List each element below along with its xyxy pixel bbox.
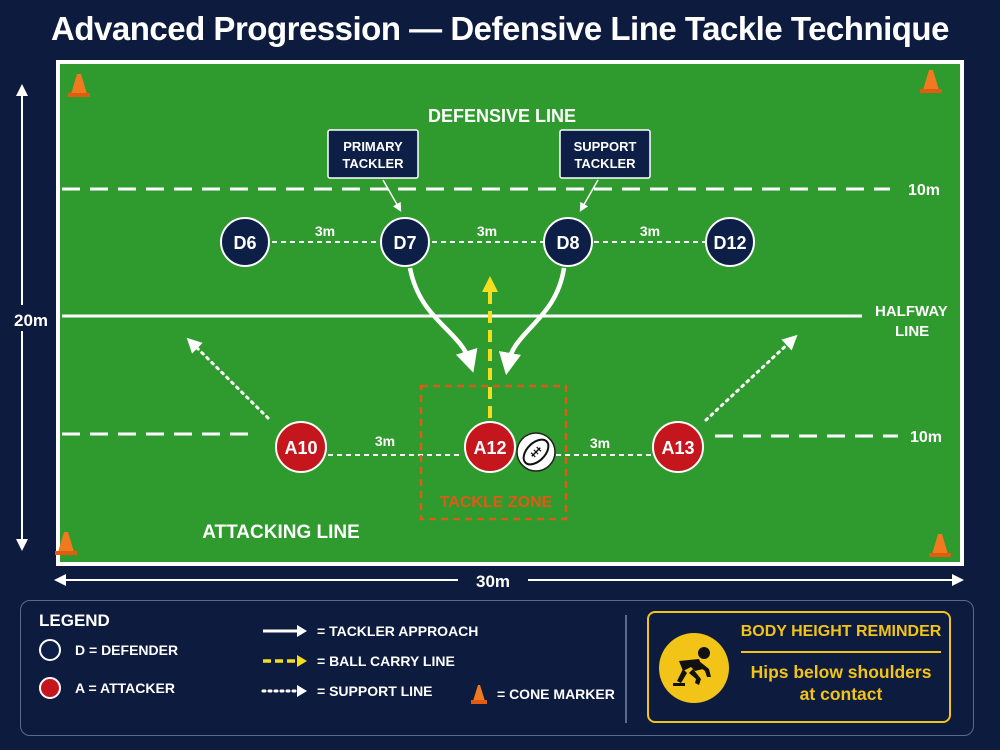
legend-attacker: A = ATTACKER	[39, 677, 175, 699]
tackler-approach-primary	[407, 267, 478, 373]
support-line-right	[704, 334, 798, 422]
spacing-label: 3m	[477, 223, 497, 239]
svg-text:TACKLER: TACKLER	[574, 156, 636, 171]
svg-text:A12: A12	[473, 438, 506, 458]
reminder-separator	[741, 651, 941, 653]
cone-marker-icon	[920, 70, 942, 93]
legend-tackler-approach: = TACKLER APPROACH	[261, 623, 478, 639]
dotted-arrow-icon	[261, 685, 307, 697]
tackle-zone-label: TACKLE ZONE	[440, 494, 553, 511]
pitch	[56, 60, 964, 566]
support-tackler-callout: SUPPORT TACKLER	[559, 129, 651, 212]
legend-defender: D = DEFENDER	[39, 639, 178, 661]
svg-text:TACKLER: TACKLER	[342, 156, 404, 171]
attacker-marker: A10	[275, 421, 327, 473]
cone-marker-icon	[68, 74, 90, 97]
halfway-label: LINE	[895, 323, 929, 340]
attacking-line-label: ATTACKING LINE	[202, 522, 360, 543]
attacker-marker: A12	[464, 421, 516, 473]
svg-text:D6: D6	[233, 233, 256, 253]
spacing-label: 3m	[375, 433, 395, 449]
legend: LEGEND D = DEFENDER A = ATTACKER = TACKL…	[20, 600, 974, 736]
legend-cone: = CONE MARKER	[469, 683, 615, 705]
reminder-title: BODY HEIGHT REMINDER	[740, 623, 942, 640]
attacker-marker: A13	[652, 421, 704, 473]
svg-text:SUPPORT: SUPPORT	[574, 139, 637, 154]
spacing-label: 3m	[590, 435, 610, 451]
attacker-dot-icon	[39, 677, 61, 699]
defender-dot-icon	[39, 639, 61, 661]
cone-marker-icon	[55, 532, 77, 555]
svg-text:D7: D7	[393, 233, 416, 253]
spacing-label: 3m	[640, 223, 660, 239]
defender-marker: D7	[380, 217, 430, 267]
cone-marker-icon	[929, 534, 951, 557]
legend-ball-carry: = BALL CARRY LINE	[261, 653, 455, 669]
svg-text:PRIMARY: PRIMARY	[343, 139, 403, 154]
defender-marker: D8	[543, 217, 593, 267]
halfway-label: HALFWAY	[875, 303, 948, 320]
defender-marker: D12	[705, 217, 755, 267]
tackle-zone	[419, 384, 568, 521]
cone-marker-icon	[471, 685, 487, 704]
top-line-distance: 10m	[908, 182, 940, 199]
rugby-ball-icon	[516, 432, 556, 472]
legend-support: = SUPPORT LINE	[261, 683, 433, 699]
crouching-player-icon	[659, 633, 729, 703]
height-label: 20m	[14, 311, 48, 330]
page-title: Advanced Progression — Defensive Line Ta…	[51, 10, 949, 47]
tackler-approach-support	[498, 267, 567, 376]
defender-marker: D6	[220, 217, 270, 267]
svg-text:D12: D12	[713, 233, 746, 253]
width-label: 30m	[476, 572, 510, 591]
reminder-text: Hips below shoulders at contact	[750, 662, 932, 704]
solid-arrow-icon	[263, 625, 307, 637]
primary-tackler-callout: PRIMARY TACKLER	[327, 129, 419, 212]
legend-divider	[625, 615, 627, 723]
dashed-yellow-arrow-icon	[263, 655, 307, 667]
spacing-label: 3m	[315, 223, 335, 239]
bottom-line-distance: 10m	[910, 429, 942, 446]
defensive-line-label: DEFENSIVE LINE	[428, 106, 576, 126]
legend-title: LEGEND	[39, 611, 110, 630]
svg-text:D8: D8	[556, 233, 579, 253]
svg-text:A10: A10	[284, 438, 317, 458]
body-height-reminder: BODY HEIGHT REMINDER Hips below shoulder…	[647, 611, 951, 723]
svg-text:A13: A13	[661, 438, 694, 458]
